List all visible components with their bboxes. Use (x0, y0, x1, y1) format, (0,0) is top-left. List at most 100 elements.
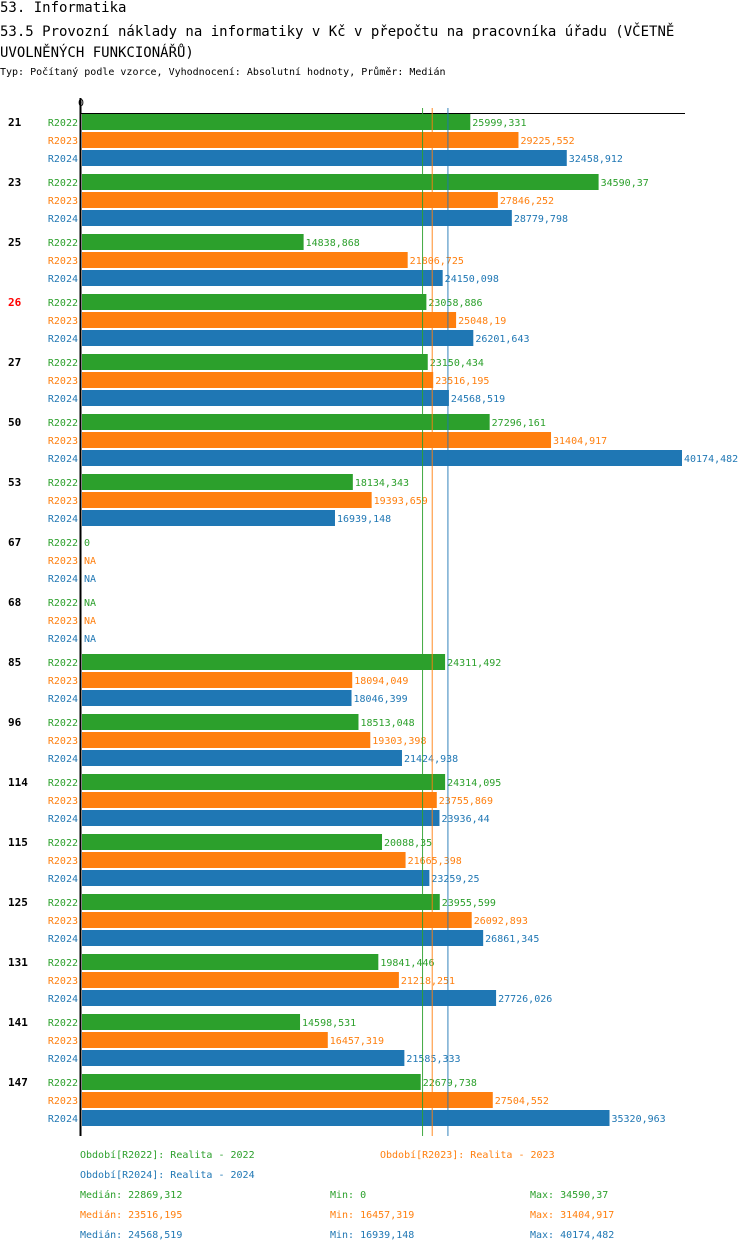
bar (82, 312, 457, 328)
series-label: R2024 (48, 514, 78, 525)
bar (82, 954, 379, 970)
value-label: 23516,195 (435, 376, 489, 387)
bar (82, 1050, 405, 1066)
value-label: NA (84, 616, 96, 627)
bar (82, 810, 440, 826)
series-label: R2023 (48, 436, 78, 447)
bar (82, 252, 408, 268)
value-label: 25999,331 (472, 118, 526, 129)
value-label: 24311,492 (447, 658, 501, 669)
series-label: R2022 (48, 538, 78, 549)
series-label: R2023 (48, 676, 78, 687)
bar (82, 930, 484, 946)
bar (82, 1092, 493, 1108)
value-label: 23955,599 (442, 898, 496, 909)
value-label: 29225,552 (520, 136, 574, 147)
value-label: NA (84, 634, 96, 645)
value-label: 27726,026 (498, 994, 552, 1005)
value-label: 32458,912 (569, 154, 623, 165)
bar (82, 690, 352, 706)
value-label: 31404,917 (553, 436, 607, 447)
series-label: R2023 (48, 256, 78, 267)
bar (82, 750, 402, 766)
bar (82, 372, 434, 388)
value-label: 21218,251 (401, 976, 455, 987)
series-label: R2024 (48, 1054, 78, 1065)
category-label: 25 (8, 236, 21, 249)
bar (82, 132, 519, 148)
series-label: R2022 (48, 838, 78, 849)
bar (82, 870, 430, 886)
bar (82, 894, 440, 910)
series-label: R2023 (48, 316, 78, 327)
value-label: 26201,643 (475, 334, 529, 345)
value-label: 22679,738 (423, 1078, 477, 1089)
series-label: R2022 (48, 478, 78, 489)
value-label: 21424,938 (404, 754, 458, 765)
bar (82, 510, 335, 526)
value-label: 16939,148 (337, 514, 391, 525)
series-label: R2022 (48, 238, 78, 249)
category-label: 114 (8, 776, 28, 789)
bar (82, 654, 446, 670)
bar (82, 834, 383, 850)
category-label: 68 (8, 596, 21, 609)
value-label: 21806,725 (410, 256, 464, 267)
bar (82, 990, 497, 1006)
value-label: 19841,446 (380, 958, 434, 969)
series-label: R2023 (48, 1096, 78, 1107)
section-title: 53. Informatika (0, 0, 127, 16)
median-r2022: Medián: 22869,312 (80, 1190, 183, 1201)
series-label: R2023 (48, 796, 78, 807)
series-label: R2022 (48, 118, 78, 129)
category-label: 85 (8, 656, 21, 669)
value-label: 18134,343 (355, 478, 409, 489)
series-label: R2024 (48, 634, 78, 645)
value-label: 27846,252 (500, 196, 554, 207)
bar (82, 474, 353, 490)
value-label: 28779,798 (514, 214, 568, 225)
series-label: R2024 (48, 574, 78, 585)
category-label: 131 (8, 956, 28, 969)
min-r2023: Min: 16457,319 (330, 1210, 415, 1221)
series-label: R2024 (48, 934, 78, 945)
series-label: R2023 (48, 196, 78, 207)
series-label: R2023 (48, 916, 78, 927)
value-label: NA (84, 574, 96, 585)
bar (82, 912, 472, 928)
value-label: 35320,963 (612, 1114, 666, 1125)
bar (82, 210, 512, 226)
series-label: R2023 (48, 556, 78, 567)
value-label: 23936,44 (441, 814, 489, 825)
value-label: 26861,345 (485, 934, 539, 945)
series-label: R2022 (48, 658, 78, 669)
value-label: 20088,35 (384, 838, 432, 849)
value-label: 18046,399 (354, 694, 408, 705)
series-label: R2022 (48, 598, 78, 609)
bar (82, 1074, 421, 1090)
bar (82, 330, 474, 346)
legend-r2023: Období[R2023]: Realita - 2023 (380, 1150, 555, 1161)
max-r2024: Max: 40174,482 (530, 1230, 615, 1241)
series-label: R2024 (48, 214, 78, 225)
bar (82, 774, 446, 790)
bar (82, 492, 372, 508)
series-label: R2024 (48, 754, 78, 765)
median-r2024: Medián: 24568,519 (80, 1230, 183, 1241)
category-label: 50 (8, 416, 21, 429)
bar (82, 294, 427, 310)
series-label: R2023 (48, 856, 78, 867)
value-label: 27504,552 (495, 1096, 549, 1107)
category-label: 27 (8, 356, 21, 369)
chart-title: 53.5 Provozní náklady na informatiky v K… (0, 24, 675, 61)
series-label: R2022 (48, 958, 78, 969)
series-label: R2022 (48, 1078, 78, 1089)
median-r2023: Medián: 23516,195 (80, 1210, 183, 1221)
category-label: 141 (8, 1016, 28, 1029)
value-label: 40174,482 (684, 454, 738, 465)
bar (82, 972, 399, 988)
bar (82, 150, 567, 166)
value-label: 24314,095 (447, 778, 501, 789)
value-label: 24568,519 (451, 394, 505, 405)
series-label: R2024 (48, 154, 78, 165)
